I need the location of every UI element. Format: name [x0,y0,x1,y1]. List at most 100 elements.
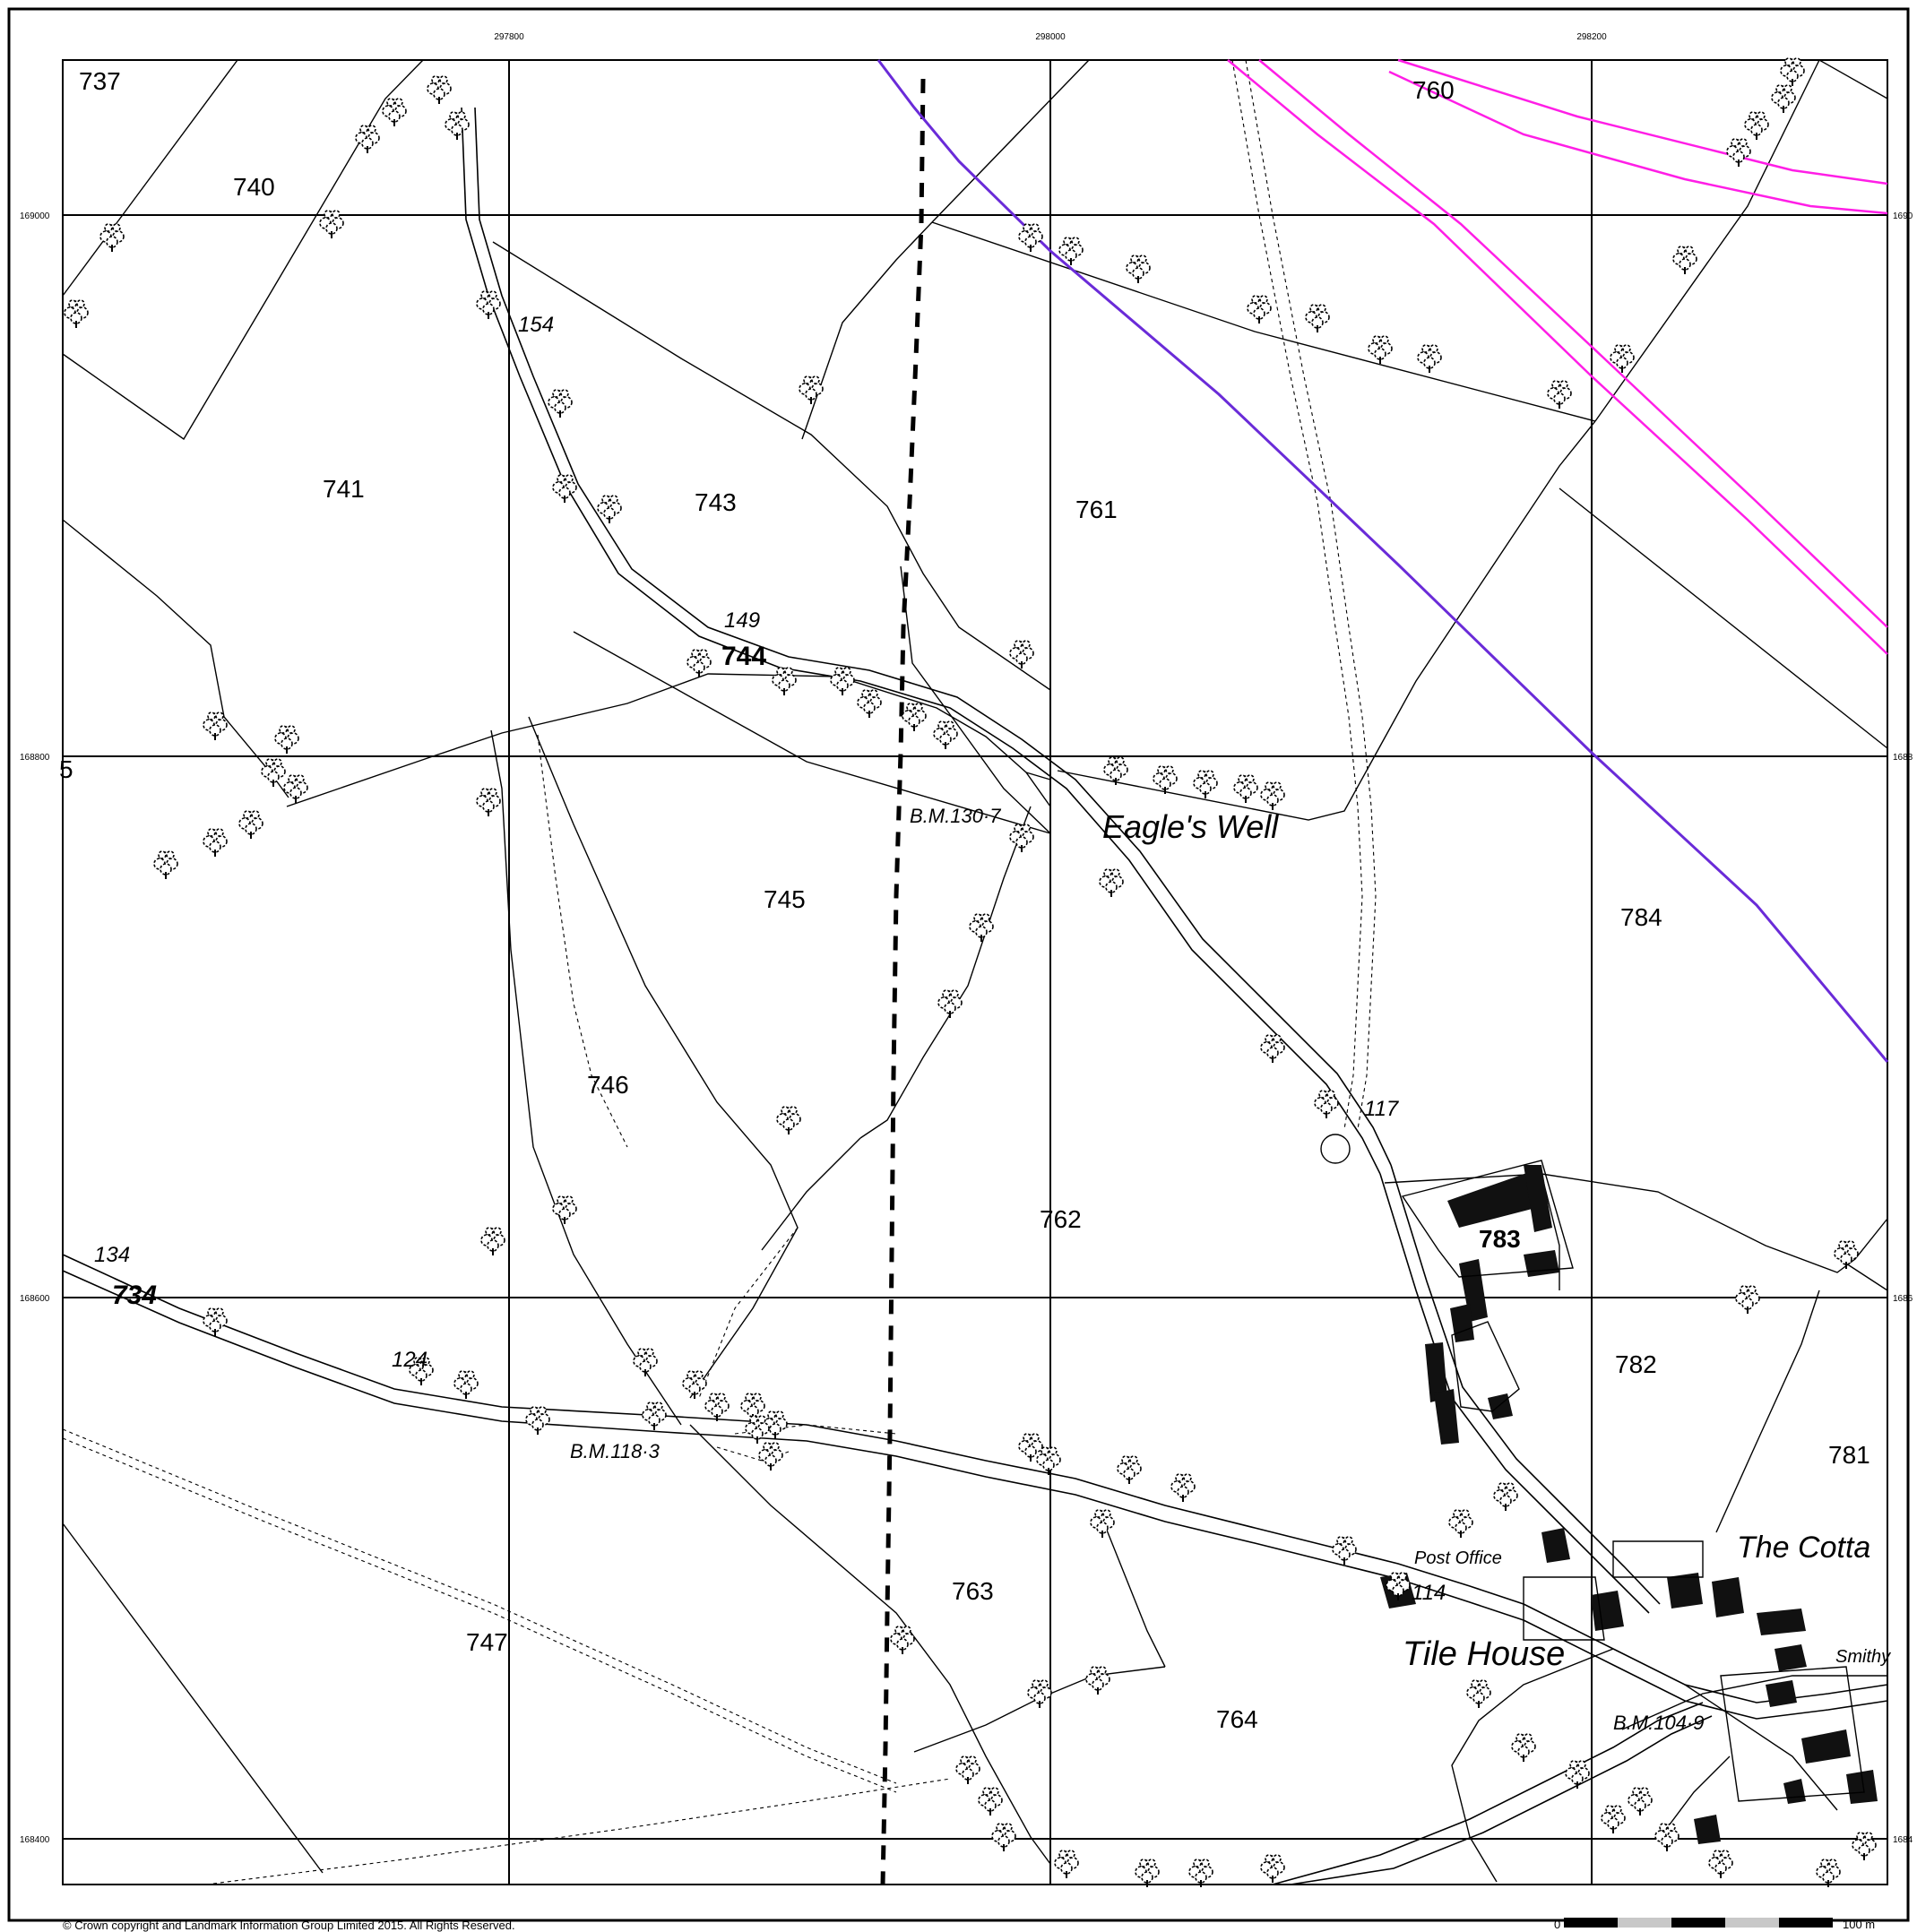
tree-symbol [1547,380,1572,409]
building [1694,1815,1721,1844]
tree-symbol [955,1755,980,1784]
tree-symbol [283,774,308,803]
tree-symbol [1135,1859,1160,1887]
scale-bar [1564,1918,1833,1928]
tree-symbol [1153,765,1178,794]
smithy-label: Smithy [1835,1647,1891,1667]
tree-symbol [633,1348,658,1376]
scale-end-label: 100 m [1843,1918,1876,1931]
tree-symbol [476,788,501,816]
tree-symbol [1780,57,1805,86]
building [1541,1528,1570,1563]
tree-symbol [1018,223,1043,252]
benchmarks: B.M.130·7 B.M.118·3 B.M.104·9 [570,805,1705,1734]
tree-symbol [1735,1285,1760,1314]
tree-symbol [1368,335,1393,364]
tree-symbol [772,667,797,695]
tree-symbol [1610,344,1635,373]
copyright-notice: © Crown copyright and Landmark Informati… [63,1919,515,1932]
tree-symbol [1099,868,1124,897]
tree-symbol [1466,1679,1491,1708]
parish-boundary [880,78,926,1885]
trees [64,57,1877,1887]
tree-symbol [64,299,89,328]
magenta-road-line-1 [1227,59,1888,655]
tree-symbol [1126,254,1151,283]
tree-symbol [830,667,855,695]
tree-symbol [937,989,963,1018]
tree-symbol [238,810,263,839]
tree-symbol [1852,1832,1877,1860]
building [1846,1770,1878,1804]
tree-symbol [203,828,228,857]
footpaths [62,59,1377,1885]
roads [62,107,1888,1885]
easting-label-298200: 298200 [1576,32,1607,42]
tree-symbol [1386,1572,1411,1600]
tree-symbol [1260,781,1285,810]
building [1766,1680,1797,1707]
tree-symbol [274,725,299,754]
benchmark-104: B.M.104·9 [1613,1712,1705,1734]
tree-symbol [1170,1473,1196,1502]
grid-labels-left: 169000 168800 168600 168400 [20,211,50,1845]
tree-symbol [355,125,380,153]
coordinate-grid [63,60,1887,1885]
tree-symbol [902,703,927,731]
tree-symbol [1816,1859,1841,1887]
parcel-745: 745 [764,885,806,913]
tree-symbol [1103,756,1128,785]
tree-symbol [740,1393,765,1421]
tree-symbol [476,290,501,319]
tree-symbol [758,1442,783,1471]
tree-symbol [642,1402,667,1430]
tree-symbol [969,913,994,942]
buildings [1380,1165,1878,1844]
tree-symbol [1314,1090,1339,1118]
tree-symbol [857,689,882,718]
tree-symbol [1511,1733,1536,1762]
building [1801,1729,1851,1764]
tree-symbol [1672,246,1697,274]
tree-symbol [153,850,178,879]
tree-symbol [1090,1509,1115,1538]
building [1524,1165,1552,1232]
parcel-5-edge: 5 [59,755,73,783]
tree-symbol [445,111,470,140]
spot-height-134: 134 [94,1243,130,1267]
tree-symbol [382,98,407,126]
tree-symbol [1628,1787,1653,1816]
tree-symbol [1305,304,1330,332]
tree-symbol [745,1415,770,1444]
tree-symbol [319,210,344,238]
tree-symbol [1260,1034,1285,1063]
tree-symbol [453,1370,479,1399]
spot-height-114: 114 [1412,1581,1446,1605]
tree-symbol [203,1307,228,1336]
building [1425,1342,1447,1402]
eagles-well-label: Eagle's Well [1102,808,1279,845]
parcel-747: 747 [466,1628,508,1656]
tree-symbol [1744,111,1769,140]
building [1447,1169,1546,1228]
purple-boundary-line [876,59,1889,1063]
parcel-761: 761 [1075,496,1118,523]
parcel-763: 763 [952,1577,994,1605]
tree-symbol [203,712,228,740]
outer-border [7,7,1910,1922]
tree-symbol [99,223,125,252]
tree-symbol [1085,1666,1110,1695]
tree-symbol [548,389,573,418]
parcel-743: 743 [695,488,737,516]
tree-symbol [1117,1455,1142,1484]
map-frame: 737 740 741 743 744 745 746 747 734 760 … [59,57,1891,1887]
benchmark-118: B.M.118·3 [570,1440,661,1462]
tree-symbol [1193,770,1218,798]
spot-height-124: 124 [392,1348,427,1372]
tree-symbol [552,474,577,503]
northing-label-168800: 168800 [20,753,50,763]
map-area[interactable] [62,59,1888,1885]
tree-symbol [1036,1446,1061,1475]
tree-symbol [1027,1679,1052,1708]
